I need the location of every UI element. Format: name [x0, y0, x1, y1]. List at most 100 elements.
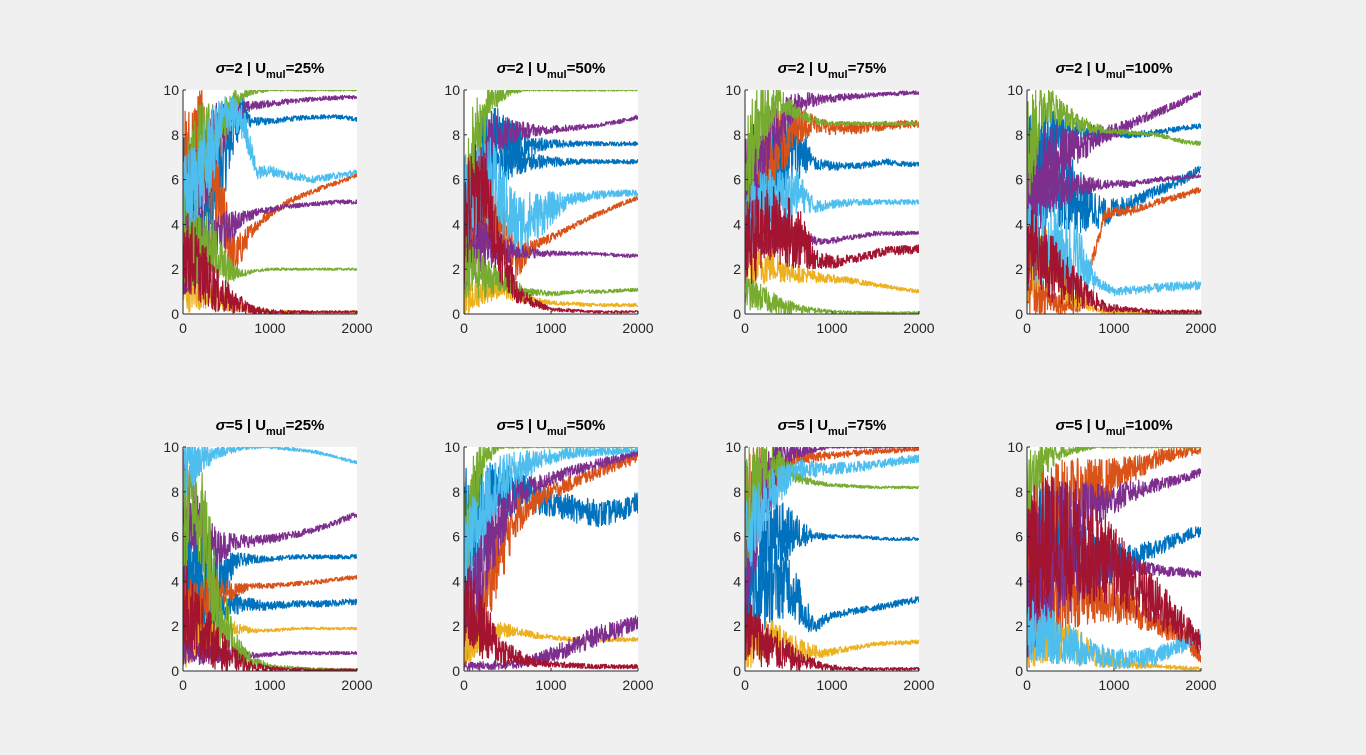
x-tick-label: 2000 — [1185, 320, 1216, 336]
x-tick-label: 1000 — [816, 320, 847, 336]
x-tick-label: 0 — [460, 677, 468, 693]
subplot-2: 0 2 4 6 8 10 0 1000 2000 σ=2 | Umul=50% — [444, 60, 653, 336]
y-tick-label: 8 — [171, 484, 179, 500]
series-line-8 — [1027, 597, 1201, 670]
y-tick-label: 10 — [163, 439, 179, 455]
y-tick-label: 2 — [452, 618, 460, 634]
series-line-7 — [464, 90, 638, 284]
series-line-7 — [183, 208, 357, 289]
x-tick-label: 1000 — [816, 677, 847, 693]
x-tick-label: 1000 — [535, 320, 566, 336]
y-tick-label: 4 — [171, 573, 179, 589]
x-tick-label: 2000 — [341, 320, 372, 336]
subplot-4: 0 2 4 6 8 10 0 1000 2000 σ=2 | Umul=100% — [1007, 60, 1216, 336]
y-tick-label: 6 — [452, 529, 460, 545]
y-tick-label: 4 — [452, 216, 460, 232]
x-tick-label: 2000 — [622, 677, 653, 693]
x-tick-label: 1000 — [535, 677, 566, 693]
series-line-7 — [745, 454, 919, 581]
y-tick-label: 0 — [733, 663, 741, 679]
series-line-5 — [1027, 90, 1201, 214]
series-line-7 — [1027, 447, 1201, 528]
x-tick-label: 1000 — [1098, 320, 1129, 336]
subplot-title: σ=2 | Umul=25% — [216, 60, 325, 81]
y-tick-label: 0 — [452, 663, 460, 679]
series-line-8 — [183, 447, 357, 495]
subplot-title: σ=2 | Umul=100% — [1055, 60, 1172, 81]
y-tick-label: 10 — [1007, 82, 1023, 98]
series-line-4 — [464, 447, 638, 638]
x-tick-label: 0 — [741, 320, 749, 336]
y-tick-label: 4 — [171, 216, 179, 232]
series-line-7 — [464, 447, 638, 599]
series-line-7 — [1027, 90, 1201, 208]
subplot-6: 0 2 4 6 8 10 0 1000 2000 σ=5 | Umul=50% — [444, 417, 653, 693]
y-tick-label: 6 — [1015, 172, 1023, 188]
series-line-5 — [464, 615, 638, 671]
x-tick-label: 2000 — [341, 677, 372, 693]
series-line-2 — [745, 103, 919, 232]
x-tick-label: 2000 — [622, 320, 653, 336]
subplot-8: 0 2 4 6 8 10 0 1000 2000 σ=5 | Umul=100% — [1007, 417, 1216, 693]
y-tick-label: 10 — [725, 82, 741, 98]
series-line-8 — [183, 95, 357, 228]
x-tick-label: 0 — [1023, 320, 1031, 336]
y-tick-label: 6 — [171, 529, 179, 545]
series-line-6 — [745, 447, 919, 568]
y-tick-label: 4 — [1015, 216, 1023, 232]
series-line-6 — [745, 90, 919, 217]
y-tick-label: 2 — [452, 261, 460, 277]
y-tick-label: 0 — [1015, 306, 1023, 322]
y-tick-label: 8 — [452, 127, 460, 143]
series-line-10 — [464, 144, 638, 314]
subplot-title: σ=5 | Umul=100% — [1055, 417, 1172, 438]
series-line-9 — [745, 186, 919, 284]
y-tick-label: 0 — [733, 306, 741, 322]
x-tick-label: 2000 — [903, 320, 934, 336]
x-tick-label: 1000 — [254, 677, 285, 693]
series-line-1 — [745, 491, 919, 611]
subplot-title: σ=5 | Umul=25% — [216, 417, 325, 438]
series-line-8 — [464, 568, 638, 670]
y-tick-label: 8 — [733, 127, 741, 143]
series-line-9 — [1027, 476, 1201, 654]
series-line-9 — [1027, 209, 1201, 314]
subplot-title: σ=2 | Umul=75% — [778, 60, 887, 81]
x-tick-label: 0 — [1023, 677, 1031, 693]
series-line-3 — [745, 247, 919, 294]
y-tick-label: 8 — [1015, 484, 1023, 500]
x-tick-label: 0 — [741, 677, 749, 693]
series-line-8 — [1027, 203, 1201, 297]
y-tick-label: 2 — [171, 261, 179, 277]
subplot-1: 0 2 4 6 8 10 0 1000 2000 σ=2 | Umul=25% — [163, 60, 372, 336]
subplot-title: σ=5 | Umul=75% — [778, 417, 887, 438]
y-tick-label: 4 — [452, 573, 460, 589]
series-line-6 — [1027, 164, 1201, 245]
x-tick-label: 1000 — [254, 320, 285, 336]
y-tick-label: 2 — [1015, 261, 1023, 277]
y-tick-label: 6 — [1015, 529, 1023, 545]
series-line-2 — [1027, 447, 1201, 600]
series-line-4 — [745, 620, 919, 668]
y-tick-label: 2 — [171, 618, 179, 634]
y-tick-label: 8 — [733, 484, 741, 500]
y-tick-label: 2 — [1015, 618, 1023, 634]
y-tick-label: 8 — [452, 484, 460, 500]
series-line-4 — [745, 90, 919, 220]
x-tick-label: 1000 — [1098, 677, 1129, 693]
y-tick-label: 0 — [1015, 663, 1023, 679]
y-tick-label: 2 — [733, 261, 741, 277]
y-tick-label: 10 — [725, 439, 741, 455]
x-tick-label: 2000 — [903, 677, 934, 693]
subplot-title: σ=2 | Umul=50% — [497, 60, 606, 81]
subplot-3: 0 2 4 6 8 10 0 1000 2000 σ=2 | Umul=75% — [725, 60, 934, 336]
series-line-8 — [464, 236, 638, 299]
y-tick-label: 6 — [171, 172, 179, 188]
y-tick-label: 2 — [733, 618, 741, 634]
y-tick-label: 4 — [733, 573, 741, 589]
y-tick-label: 6 — [733, 172, 741, 188]
y-tick-label: 10 — [1007, 439, 1023, 455]
subplot-7: 0 2 4 6 8 10 0 1000 2000 σ=5 | Umul=75% — [725, 417, 934, 693]
subplot-title: σ=5 | Umul=50% — [497, 417, 606, 438]
